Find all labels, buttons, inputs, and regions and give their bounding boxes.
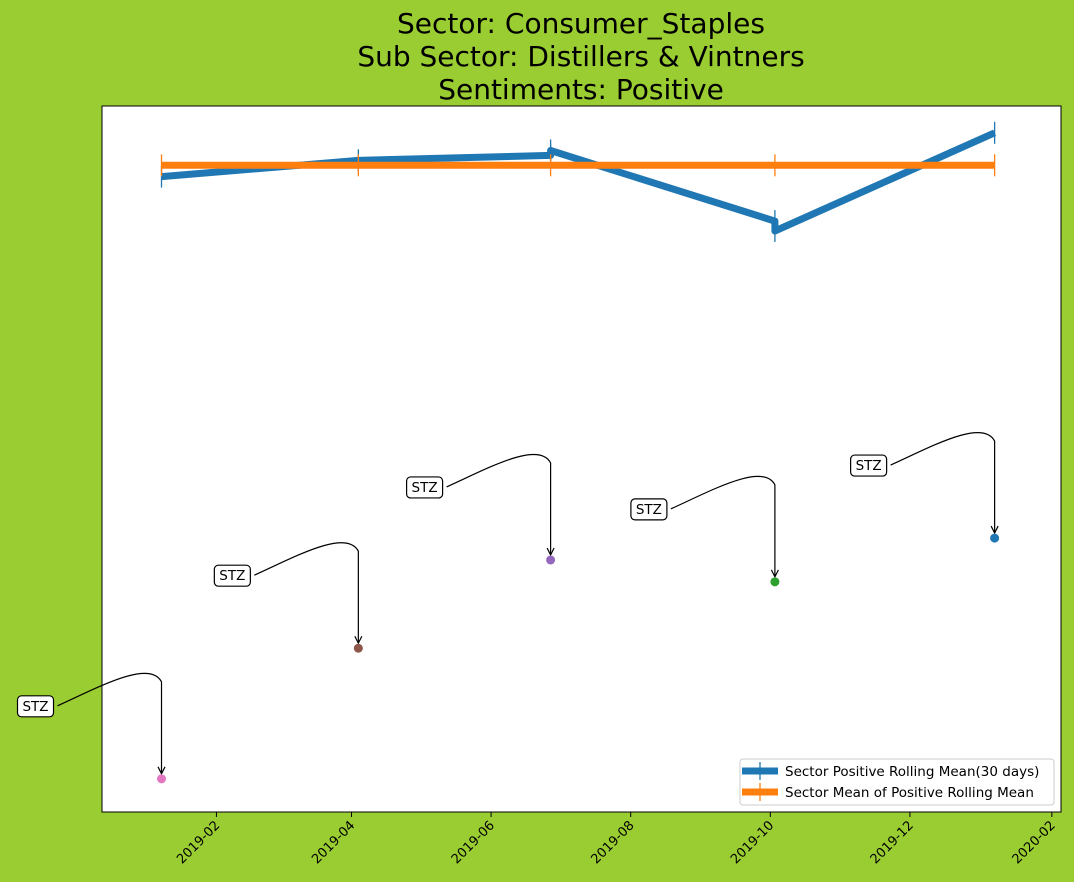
annotation-box [850, 454, 888, 477]
annotation-arrowhead [770, 569, 779, 579]
annotation-arrow [254, 542, 359, 643]
annotation-box [213, 564, 251, 587]
chart-title-line-2: Sub Sector: Distillers & Vintners [357, 40, 804, 73]
plot-frame [101, 105, 1062, 813]
scatter-point [990, 533, 1000, 543]
scatter-points-layer [157, 533, 1000, 784]
chart-title-line-3: Sentiments: Positive [438, 73, 724, 106]
scatter-point [157, 774, 167, 784]
chart-title-line-1: Sector: Consumer_Staples [397, 7, 765, 40]
annotations-layer: STZ STZ STZ STZ STZ [16, 431, 999, 776]
annotation-label: STZ [636, 502, 662, 518]
x-tick-label: 2019-08 [589, 818, 638, 867]
annotation-label: STZ [856, 458, 882, 474]
series-layer [160, 121, 997, 242]
annotation-label: STZ [219, 568, 245, 584]
annotation-arrowhead [354, 635, 363, 645]
annotation-arrowhead [990, 525, 999, 535]
legend-box [739, 758, 1055, 806]
annotation-arrow [446, 453, 552, 554]
legend-label-rolling-mean: Sector Positive Rolling Mean(30 days) [785, 764, 1039, 780]
annotation-arrow [890, 431, 996, 533]
x-tick-label: 2020-02 [1010, 818, 1059, 867]
annotation-box [406, 476, 444, 499]
x-tick-label: 2019-12 [868, 818, 917, 867]
annotation-arrowhead [157, 766, 166, 776]
x-tick-label: 2019-02 [174, 818, 223, 867]
annotation-box [630, 498, 668, 521]
annotation-box [16, 695, 55, 718]
x-tick-label: 2019-10 [728, 818, 777, 867]
x-tick-label: 2019-06 [449, 818, 498, 867]
x-axis: 2019-02 2019-04 2019-06 2019-08 2019-10 2019-… [174, 812, 1059, 867]
annotation-arrow [57, 672, 163, 773]
annotation-label: STZ [412, 480, 438, 496]
plot-area [102, 106, 1061, 812]
annotation-arrowhead [546, 547, 555, 557]
scatter-point [770, 577, 780, 587]
annotation-arrow [670, 475, 776, 576]
legend-label-sector-mean: Sector Mean of Positive Rolling Mean [785, 785, 1034, 801]
legend: Sector Positive Rolling Mean(30 days) Se… [739, 758, 1055, 806]
scatter-point [546, 555, 556, 565]
x-tick-label: 2019-04 [309, 818, 358, 867]
scatter-point [353, 643, 363, 653]
annotation-label: STZ [22, 699, 48, 715]
